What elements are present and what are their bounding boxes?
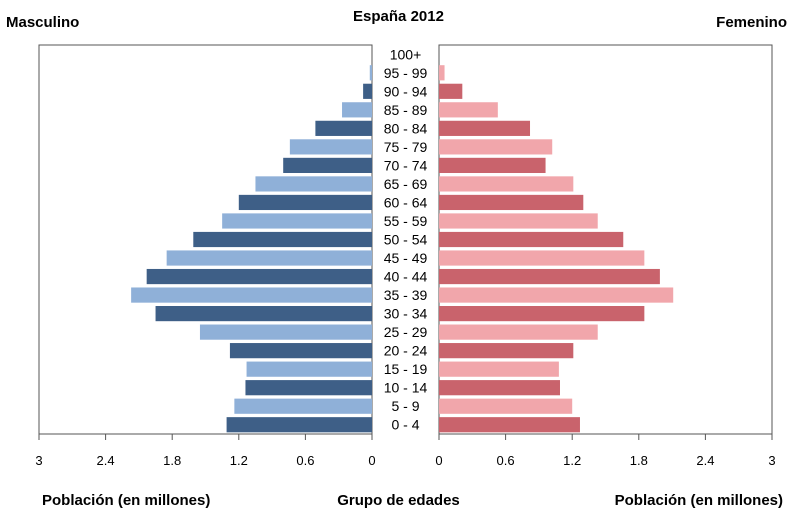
age-group-axis-label: Grupo de edades <box>337 492 460 509</box>
female-tick-label-4: 2.4 <box>696 453 714 468</box>
male-bar-20 <box>226 417 372 433</box>
male-bar-4 <box>315 120 372 136</box>
male-bar-17 <box>246 361 372 377</box>
female-bar-19 <box>439 398 573 414</box>
population-pyramid-chart: 100+ 95 - 99 90 - 94 85 - 89 80 - 84 75 - 79 7… <box>35 44 776 468</box>
male-bar-3 <box>342 102 372 118</box>
female-side-label: Femenino <box>716 14 787 31</box>
female-bar-10 <box>439 231 624 248</box>
male-tick-label-1: 2.4 <box>97 453 115 468</box>
male-bar-8 <box>238 194 372 211</box>
male-bar-6 <box>283 157 372 173</box>
age-group-label-14: 30 - 34 <box>384 306 428 322</box>
female-bar-3 <box>439 102 498 118</box>
age-group-label-12: 40 - 44 <box>384 269 428 285</box>
bars-group <box>131 65 674 433</box>
female-bar-16 <box>439 343 574 359</box>
female-bar-14 <box>439 306 645 322</box>
female-tick-label-5: 3 <box>768 453 775 468</box>
female-bar-13 <box>439 287 674 303</box>
female-bar-6 <box>439 157 546 173</box>
age-group-label-3: 85 - 89 <box>384 102 428 118</box>
female-bar-9 <box>439 213 598 229</box>
female-tick-label-3: 1.8 <box>630 453 648 468</box>
age-group-label-10: 50 - 54 <box>384 232 428 248</box>
male-bar-16 <box>229 343 372 359</box>
age-group-label-13: 35 - 39 <box>384 287 428 303</box>
male-bar-18 <box>245 380 372 396</box>
age-group-label-15: 25 - 29 <box>384 324 428 340</box>
male-tick-label-3: 1.2 <box>230 453 248 468</box>
male-tick-label-2: 1.8 <box>163 453 181 468</box>
male-tick-label-4: 0.6 <box>296 453 314 468</box>
female-tick-label-0: 0 <box>435 453 442 468</box>
male-tick-label-0: 3 <box>35 453 42 468</box>
chart-title: España 2012 <box>353 8 444 25</box>
age-group-label-19: 5 - 9 <box>391 398 419 414</box>
age-group-label-7: 65 - 69 <box>384 176 428 192</box>
male-side-label: Masculino <box>6 14 80 31</box>
male-bar-19 <box>234 398 372 414</box>
male-tick-label-5: 0 <box>368 453 375 468</box>
male-bar-10 <box>193 231 372 248</box>
age-group-label-1: 95 - 99 <box>384 65 428 81</box>
female-bar-5 <box>439 139 553 155</box>
female-tick-label-1: 0.6 <box>497 453 515 468</box>
age-group-label-17: 15 - 19 <box>384 361 428 377</box>
age-group-label-20: 0 - 4 <box>391 417 419 433</box>
age-group-label-16: 20 - 24 <box>384 343 428 359</box>
male-bar-2 <box>363 83 372 99</box>
female-bar-1 <box>439 65 445 81</box>
age-group-label-6: 70 - 74 <box>384 157 428 173</box>
male-bar-15 <box>199 324 372 340</box>
age-group-label-5: 75 - 79 <box>384 139 428 155</box>
age-group-label-8: 60 - 64 <box>384 194 428 210</box>
age-group-label-4: 80 - 84 <box>384 120 428 136</box>
female-bar-8 <box>439 194 584 211</box>
female-bar-2 <box>439 83 463 99</box>
female-bar-18 <box>439 380 560 396</box>
female-bar-7 <box>439 176 574 192</box>
age-group-label-9: 55 - 59 <box>384 213 428 229</box>
female-bar-17 <box>439 361 559 377</box>
male-bar-1 <box>369 65 372 81</box>
male-bar-13 <box>131 287 372 303</box>
male-bar-12 <box>146 268 372 285</box>
female-bar-15 <box>439 324 598 340</box>
female-bar-4 <box>439 120 531 136</box>
female-bar-20 <box>439 417 580 433</box>
age-labels-group: 100+ 95 - 99 90 - 94 85 - 89 80 - 84 75 - 79 7… <box>384 46 428 432</box>
age-group-label-2: 90 - 94 <box>384 83 428 99</box>
female-tick-label-2: 1.2 <box>563 453 581 468</box>
x-ticks-group: 3 2.4 1.8 1.2 0.6 0 0 0.6 1.2 1.8 2.4 3 <box>35 434 776 468</box>
male-bar-14 <box>155 306 372 322</box>
female-bar-12 <box>439 268 660 285</box>
male-bar-9 <box>222 213 372 229</box>
age-group-label-18: 10 - 14 <box>384 380 428 396</box>
male-bar-11 <box>166 250 372 266</box>
male-bar-5 <box>289 139 372 155</box>
right-x-axis-label: Población (en millones) <box>614 492 783 509</box>
age-group-label-11: 45 - 49 <box>384 250 428 266</box>
female-bar-11 <box>439 250 645 266</box>
male-bar-7 <box>255 176 372 192</box>
age-group-label-0: 100+ <box>390 46 422 62</box>
left-x-axis-label: Población (en millones) <box>42 492 211 509</box>
